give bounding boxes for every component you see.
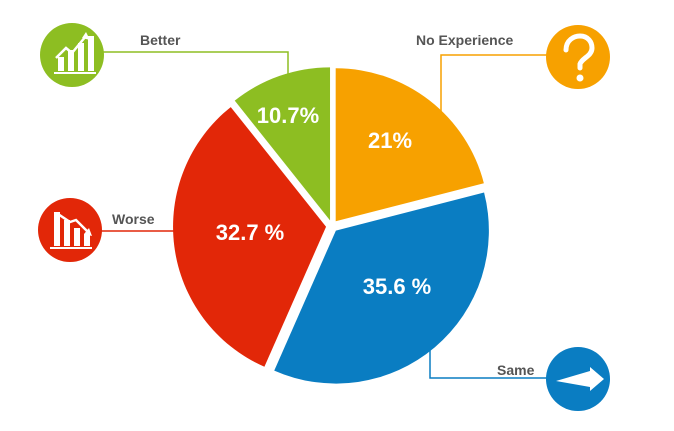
pie-slice-better xyxy=(234,67,331,221)
category-label-no-experience: No Experience xyxy=(416,32,513,48)
leader-line-better xyxy=(98,51,289,88)
slice-label-same: 35.6 % xyxy=(363,274,432,299)
pie-slice-same xyxy=(274,192,489,384)
leader-line-same xyxy=(429,345,548,379)
category-label-worse: Worse xyxy=(112,211,155,227)
category-label-better: Better xyxy=(140,32,181,48)
slice-label-worse: 32.7 % xyxy=(216,220,285,245)
question-mark-icon xyxy=(546,25,610,89)
pie-slice-no-experience xyxy=(335,68,484,222)
right-arrow-icon xyxy=(546,347,610,411)
leader-line-no-experience xyxy=(440,54,548,130)
slice-label-better: 10.7% xyxy=(257,103,319,128)
pie-slice-worse xyxy=(173,107,327,367)
declining-bar-chart-icon xyxy=(38,198,102,262)
growing-bar-chart-icon xyxy=(40,23,104,87)
category-label-same: Same xyxy=(497,362,535,378)
slice-label-no-experience: 21% xyxy=(368,128,412,153)
